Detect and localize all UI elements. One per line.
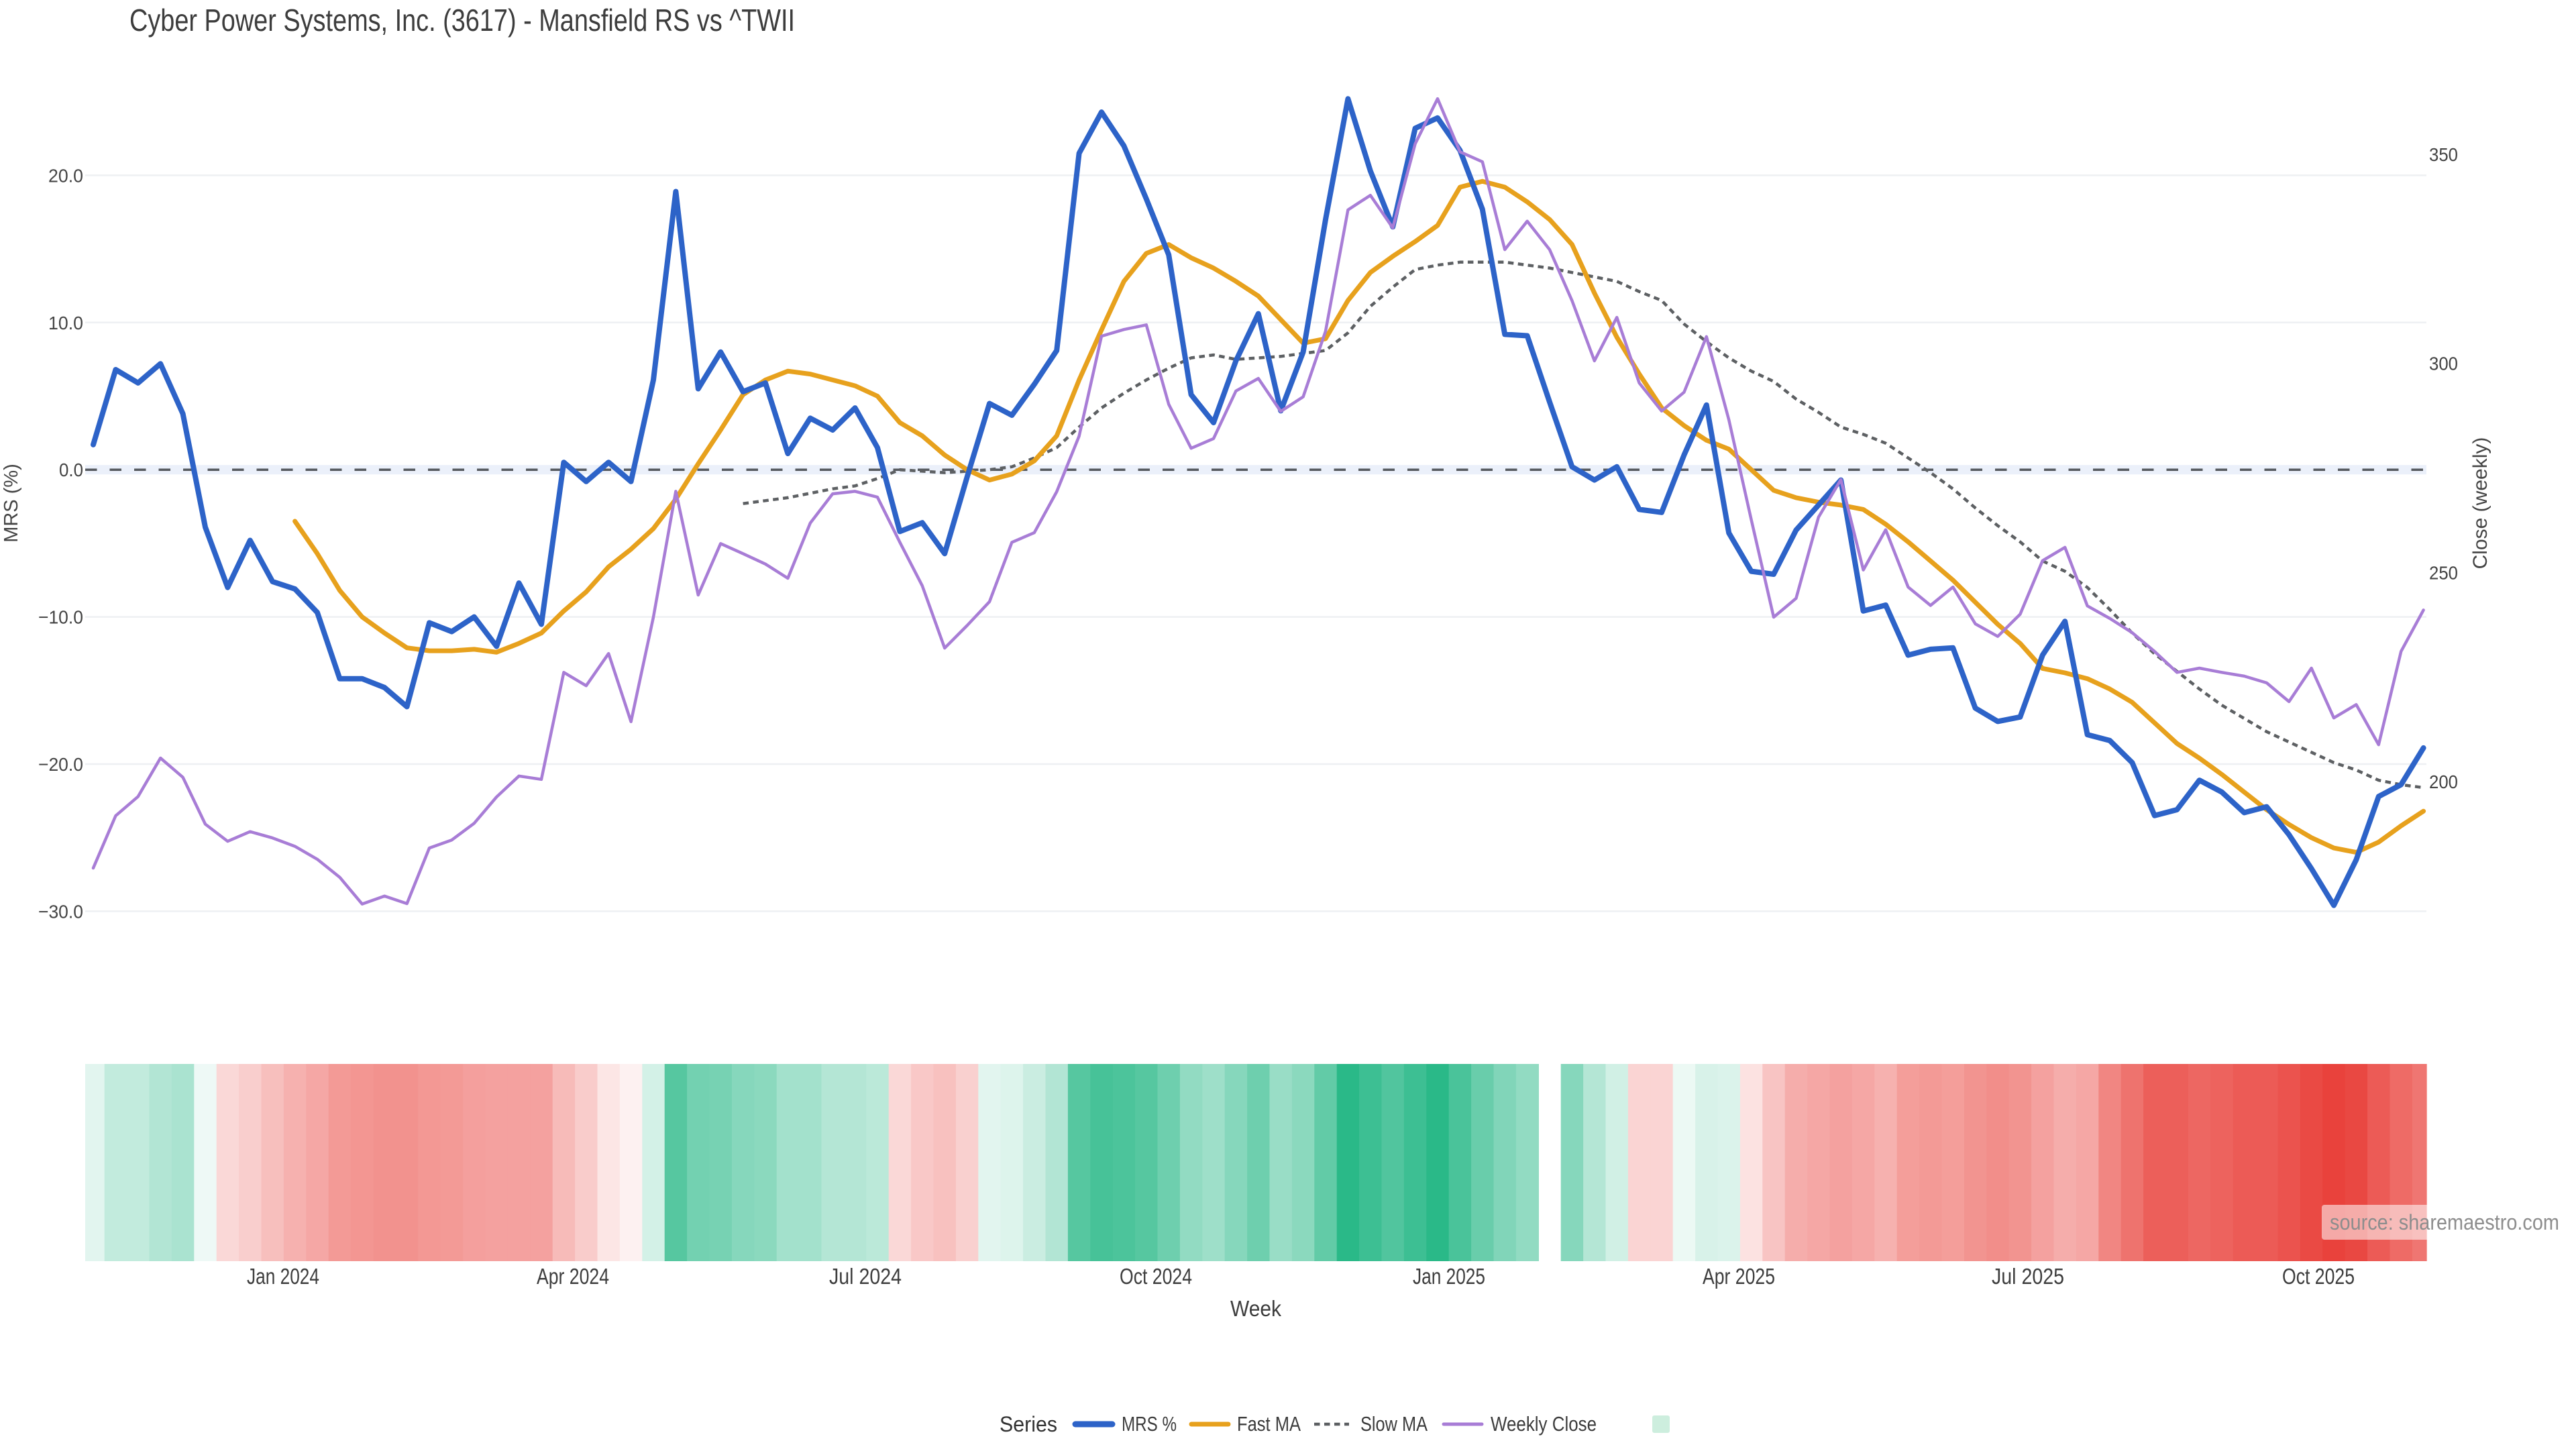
svg-text:Slow MA: Slow MA — [1360, 1412, 1428, 1436]
svg-text:Series: Series — [1000, 1412, 1057, 1436]
svg-text:10.0: 10.0 — [48, 313, 83, 333]
svg-text:Jul 2025: Jul 2025 — [1992, 1264, 2064, 1289]
svg-text:300: 300 — [2429, 354, 2458, 374]
svg-text:Oct 2025: Oct 2025 — [2282, 1264, 2355, 1289]
svg-text:Close (weekly): Close (weekly) — [2469, 437, 2491, 570]
svg-text:−10.0: −10.0 — [38, 607, 83, 628]
svg-text:Jan 2024: Jan 2024 — [247, 1264, 319, 1289]
svg-text:200: 200 — [2429, 771, 2458, 792]
svg-text:Apr 2024: Apr 2024 — [537, 1264, 609, 1289]
svg-text:source: sharemaestro.com: source: sharemaestro.com — [2330, 1210, 2559, 1234]
svg-text:250: 250 — [2429, 562, 2458, 583]
svg-text:Cyber Power Systems, Inc. (361: Cyber Power Systems, Inc. (3617) - Mansf… — [129, 3, 795, 38]
svg-text:20.0: 20.0 — [48, 165, 83, 186]
svg-text:−20.0: −20.0 — [38, 754, 83, 775]
svg-text:MRS %: MRS % — [1122, 1412, 1177, 1436]
svg-text:Jan 2025: Jan 2025 — [1413, 1264, 1485, 1289]
svg-text:MRS (%): MRS (%) — [1, 464, 22, 543]
svg-text:Week: Week — [1230, 1296, 1281, 1321]
svg-text:Weekly Close: Weekly Close — [1491, 1412, 1597, 1436]
svg-text:350: 350 — [2429, 144, 2458, 165]
svg-text:Jul 2024: Jul 2024 — [829, 1264, 902, 1289]
svg-text:0.0: 0.0 — [59, 460, 83, 480]
svg-text:−30.0: −30.0 — [38, 901, 83, 922]
svg-text:Oct 2024: Oct 2024 — [1120, 1264, 1192, 1289]
svg-text:Apr 2025: Apr 2025 — [1703, 1264, 1775, 1289]
svg-text:Fast MA: Fast MA — [1237, 1412, 1301, 1436]
